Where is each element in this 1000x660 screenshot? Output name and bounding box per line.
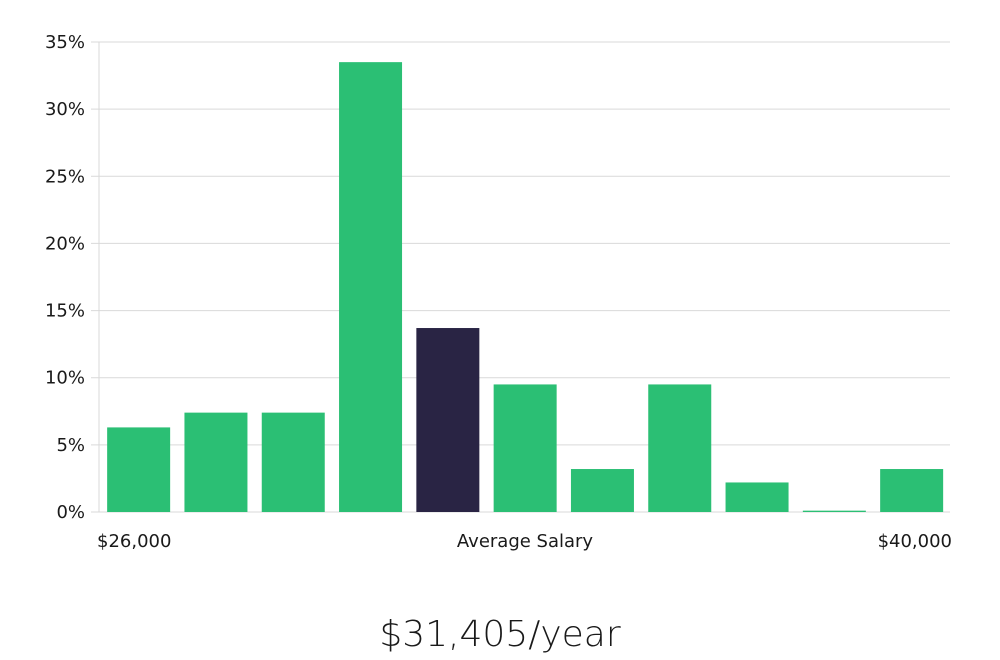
histogram-svg: 0% 5% 10% 15% 20% 25% 30% 35% $26,000 Average Sal… [45, 32, 952, 552]
histogram-bar [261, 412, 325, 512]
histogram-bar [184, 412, 248, 512]
y-tick-label: 35% [45, 32, 85, 53]
y-tick-label: 30% [45, 99, 85, 120]
y-tick-label: 10% [45, 368, 85, 389]
histogram-bar [107, 427, 171, 512]
histogram-bar [648, 384, 712, 512]
x-axis-min-label: $26,000 [97, 531, 171, 552]
y-tick-label: 15% [45, 301, 85, 322]
x-axis-max-label: $40,000 [878, 531, 952, 552]
y-tick-label: 20% [45, 233, 85, 254]
y-tick-label: 25% [45, 166, 85, 187]
histogram-bar-highlight [416, 328, 480, 512]
y-tick-label: 0% [56, 502, 85, 523]
average-salary-headline: $31,405/year [379, 614, 621, 655]
y-tick-label: 5% [56, 435, 85, 456]
histogram-bar [570, 469, 634, 512]
histogram-bar [802, 510, 866, 512]
x-axis-title: Average Salary [457, 531, 594, 552]
histogram-bar [725, 482, 789, 512]
histogram-bar [339, 62, 403, 513]
histogram-bar [493, 384, 557, 512]
histogram-bar [880, 469, 944, 512]
